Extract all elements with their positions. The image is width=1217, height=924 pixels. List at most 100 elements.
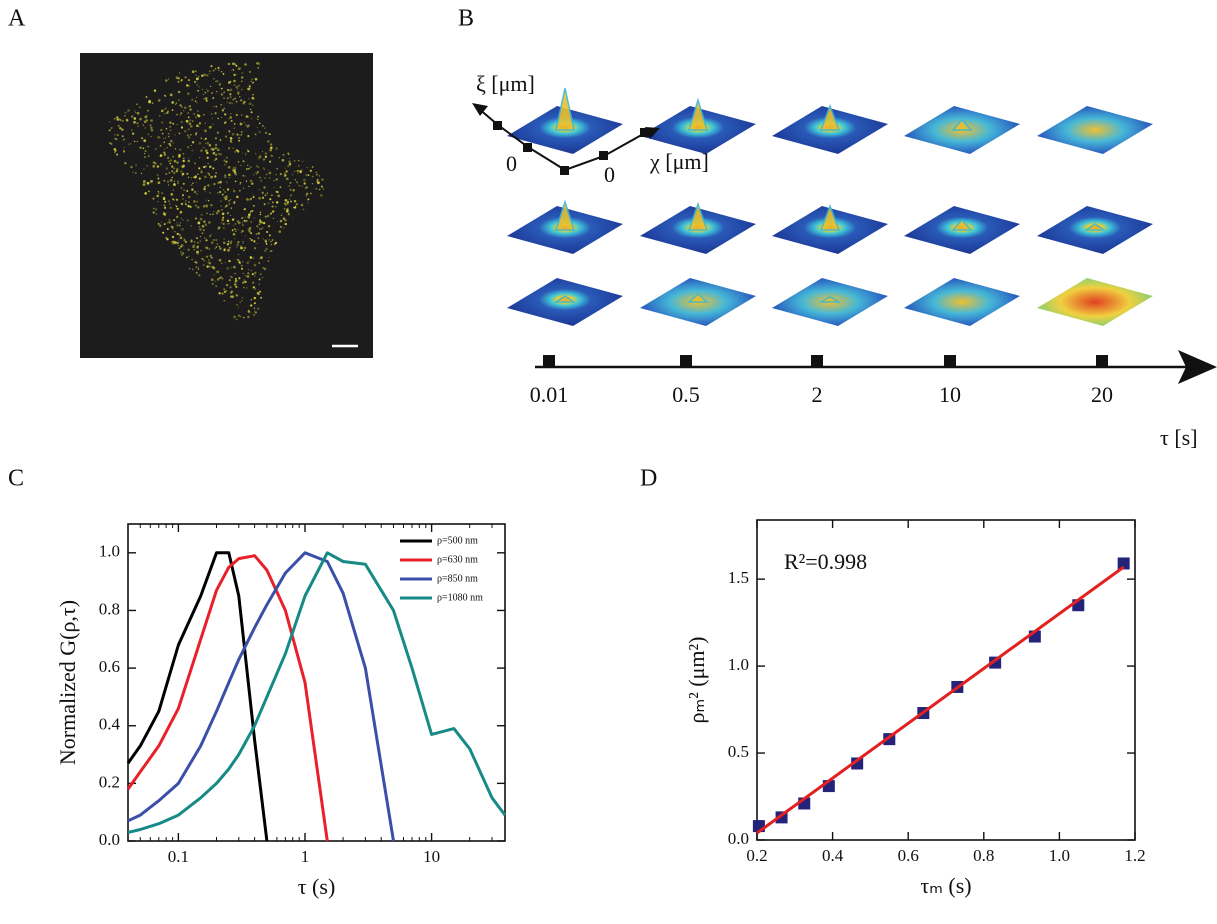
speckle (295, 203, 298, 206)
speckle (234, 238, 236, 240)
axis-origin: 0 (604, 162, 615, 187)
speckle (250, 80, 252, 83)
time-ticks: 0.01 0.5 2 10 20 (530, 355, 1113, 407)
speckle (132, 171, 134, 173)
speckle (254, 271, 257, 275)
speckle (236, 133, 239, 136)
speckle (309, 169, 312, 172)
speckle (185, 241, 187, 243)
surface-peak (553, 295, 577, 303)
speckle (235, 149, 239, 152)
speckle (210, 278, 214, 282)
speckle (247, 124, 250, 127)
speckle (142, 183, 146, 186)
y-tick-label: 0.6 (99, 657, 120, 676)
speckle (260, 228, 263, 230)
speckle (169, 121, 172, 124)
speckle (259, 213, 262, 216)
speckle (219, 276, 223, 279)
speckle (247, 272, 250, 275)
speckle (152, 211, 155, 214)
speckle (221, 218, 224, 222)
speckle (219, 186, 221, 188)
speckle (150, 126, 153, 129)
speckle (292, 189, 295, 192)
speckle (154, 208, 158, 211)
speckle (229, 96, 232, 99)
speckle (184, 76, 187, 79)
speckle (204, 185, 207, 188)
speckle (153, 89, 157, 92)
speckle (216, 243, 219, 245)
speckle (198, 225, 201, 228)
speckle (234, 222, 237, 226)
x-tick-label: 0.2 (746, 846, 767, 865)
surface-peak (687, 201, 709, 231)
speckle (195, 77, 199, 81)
speckle (192, 245, 195, 248)
speckle (144, 127, 146, 129)
speckle (164, 113, 166, 115)
speckle (285, 177, 289, 181)
speckle (203, 114, 205, 116)
speckle (257, 293, 260, 296)
speckle (293, 199, 297, 203)
speckle (249, 238, 251, 240)
speckle (206, 89, 209, 92)
speckle (187, 204, 190, 208)
speckle (242, 160, 245, 163)
speckle (203, 98, 205, 100)
speckle (140, 172, 143, 174)
speckle (255, 153, 257, 155)
speckle (189, 108, 192, 111)
speckle (271, 205, 274, 208)
speckle (155, 148, 157, 150)
speckle (242, 224, 244, 226)
speckle (164, 107, 167, 110)
speckle (248, 230, 251, 233)
speckle (225, 196, 227, 198)
speckle (275, 178, 278, 181)
speckle (247, 315, 250, 319)
speckle (147, 145, 149, 148)
speckle (219, 180, 222, 184)
speckle (196, 96, 198, 98)
speckle (256, 307, 260, 310)
speckle (185, 119, 189, 123)
speckle (178, 239, 180, 241)
speckle (265, 247, 268, 251)
speckle (186, 134, 189, 137)
speckle (169, 179, 173, 182)
speckle (136, 112, 138, 114)
speckle (224, 261, 226, 263)
speckle (201, 257, 204, 260)
speckle (319, 188, 321, 190)
speckle (226, 188, 230, 191)
surface-peak (818, 296, 842, 303)
speckle (194, 261, 197, 263)
speckle (232, 99, 234, 101)
speckle (297, 172, 299, 174)
speckle (232, 169, 234, 172)
speckle (228, 176, 231, 179)
speckle (179, 91, 181, 94)
speckle (178, 72, 181, 74)
speckle (235, 113, 238, 117)
speckle (226, 101, 228, 103)
speckle (200, 213, 203, 216)
speckle (197, 125, 200, 128)
surface-peak (1083, 223, 1107, 231)
speckle (269, 160, 272, 163)
speckle (244, 63, 247, 66)
speckle (229, 291, 233, 294)
speckle (203, 220, 206, 223)
speckle (247, 150, 250, 153)
speckle (234, 272, 236, 275)
speckle (212, 266, 216, 270)
speckle (258, 122, 261, 125)
speckle (224, 113, 227, 116)
speckle (180, 244, 184, 247)
speckle (269, 212, 273, 215)
speckle (233, 228, 236, 231)
speckle (253, 98, 255, 100)
